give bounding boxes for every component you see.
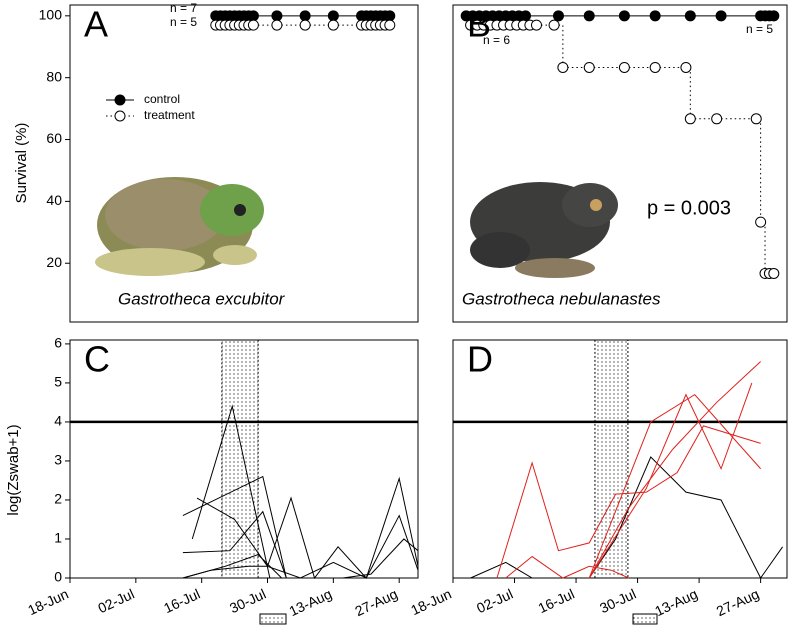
marker xyxy=(557,61,569,73)
legend-marker xyxy=(114,94,126,106)
marker xyxy=(768,267,780,279)
marker xyxy=(552,10,564,22)
shade-key xyxy=(259,613,287,625)
y-tick-label: 3 xyxy=(54,452,62,468)
marker xyxy=(618,61,630,73)
marker xyxy=(271,10,283,22)
marker xyxy=(327,10,339,22)
plot-frame xyxy=(69,339,419,579)
step-segment xyxy=(756,118,762,223)
marker xyxy=(649,10,661,22)
marker xyxy=(583,10,595,22)
marker xyxy=(531,19,542,31)
step-segment xyxy=(760,221,766,274)
step-segment xyxy=(685,66,691,119)
species-name: Gastrotheca nebulanastes xyxy=(462,289,661,308)
x-tick-label: 18-Jun xyxy=(408,586,454,619)
x-tick-label: 13-Aug xyxy=(286,586,334,620)
y-tick-label: 100 xyxy=(39,7,63,23)
legend-label: control xyxy=(144,92,180,106)
marker xyxy=(755,216,767,228)
species-name: Gastrotheca excubitor xyxy=(118,289,286,308)
y-axis-label: Survival (%) xyxy=(13,123,30,204)
x-tick-label: 18-Jun xyxy=(25,586,71,619)
x-tick-label: 27-Aug xyxy=(352,586,400,620)
panel-label: C xyxy=(84,339,110,380)
annotation: p = 0.003 xyxy=(647,197,731,219)
marker xyxy=(247,19,259,31)
series-line xyxy=(182,538,419,579)
y-tick-label: 1 xyxy=(54,530,62,546)
legend-marker xyxy=(114,110,126,122)
x-tick-label: 02-Jul xyxy=(474,586,515,617)
annotation: n = 5 xyxy=(170,15,197,29)
plot-frame xyxy=(452,4,788,323)
x-tick-label: 30-Jul xyxy=(227,586,268,617)
y-tick-label: 4 xyxy=(54,413,62,429)
y-tick-label: 80 xyxy=(46,68,62,84)
marker xyxy=(299,19,311,31)
marker xyxy=(684,10,696,22)
marker xyxy=(299,10,311,22)
panel-label: B xyxy=(467,4,491,45)
annotation: n = 7 xyxy=(170,1,197,15)
series-line xyxy=(182,476,419,580)
x-tick-label: 13-Aug xyxy=(652,586,700,620)
annotation: n = 6 xyxy=(483,33,510,47)
marker xyxy=(649,61,661,73)
shade-key xyxy=(632,613,658,625)
marker xyxy=(247,10,259,22)
series-line xyxy=(470,456,784,579)
marker xyxy=(548,19,560,31)
series-line xyxy=(505,555,629,579)
annotation: n = 5 xyxy=(746,22,773,36)
y-axis-label: log(Zswab+1) xyxy=(5,424,22,515)
shade-region xyxy=(221,339,259,579)
panel-label: A xyxy=(84,4,108,45)
y-tick-label: 60 xyxy=(46,130,62,146)
series-line xyxy=(588,393,762,579)
frog-green xyxy=(95,177,264,276)
frog-dark xyxy=(470,182,618,278)
marker xyxy=(384,19,396,31)
series-line xyxy=(588,382,753,579)
y-tick-label: 20 xyxy=(46,254,62,270)
plot-frame xyxy=(452,339,788,579)
series-line xyxy=(196,497,419,579)
marker xyxy=(684,113,696,125)
y-tick-label: 0 xyxy=(54,569,62,585)
series-line xyxy=(182,475,287,579)
y-tick-label: 2 xyxy=(54,491,62,507)
y-tick-label: 5 xyxy=(54,374,62,390)
x-tick-label: 16-Jul xyxy=(161,586,202,617)
step-segment xyxy=(554,24,564,68)
y-tick-label: 6 xyxy=(54,335,62,351)
y-tick-label: 40 xyxy=(46,192,62,208)
x-tick-label: 30-Jul xyxy=(597,586,638,617)
series-line xyxy=(588,361,761,579)
marker xyxy=(271,19,283,31)
marker xyxy=(768,10,780,22)
marker xyxy=(750,113,762,125)
marker xyxy=(618,10,630,22)
plot-frame xyxy=(69,4,419,323)
series-line xyxy=(496,425,761,579)
x-tick-label: 02-Jul xyxy=(95,586,136,617)
panel-label: D xyxy=(467,339,493,380)
x-tick-label: 16-Jul xyxy=(536,586,577,617)
marker xyxy=(384,10,396,22)
legend-label: treatment xyxy=(144,108,195,122)
x-tick-label: 27-Aug xyxy=(714,586,762,620)
marker xyxy=(680,61,692,73)
marker xyxy=(520,10,532,22)
marker xyxy=(711,113,723,125)
marker xyxy=(583,61,595,73)
marker xyxy=(715,10,727,22)
marker xyxy=(327,19,339,31)
